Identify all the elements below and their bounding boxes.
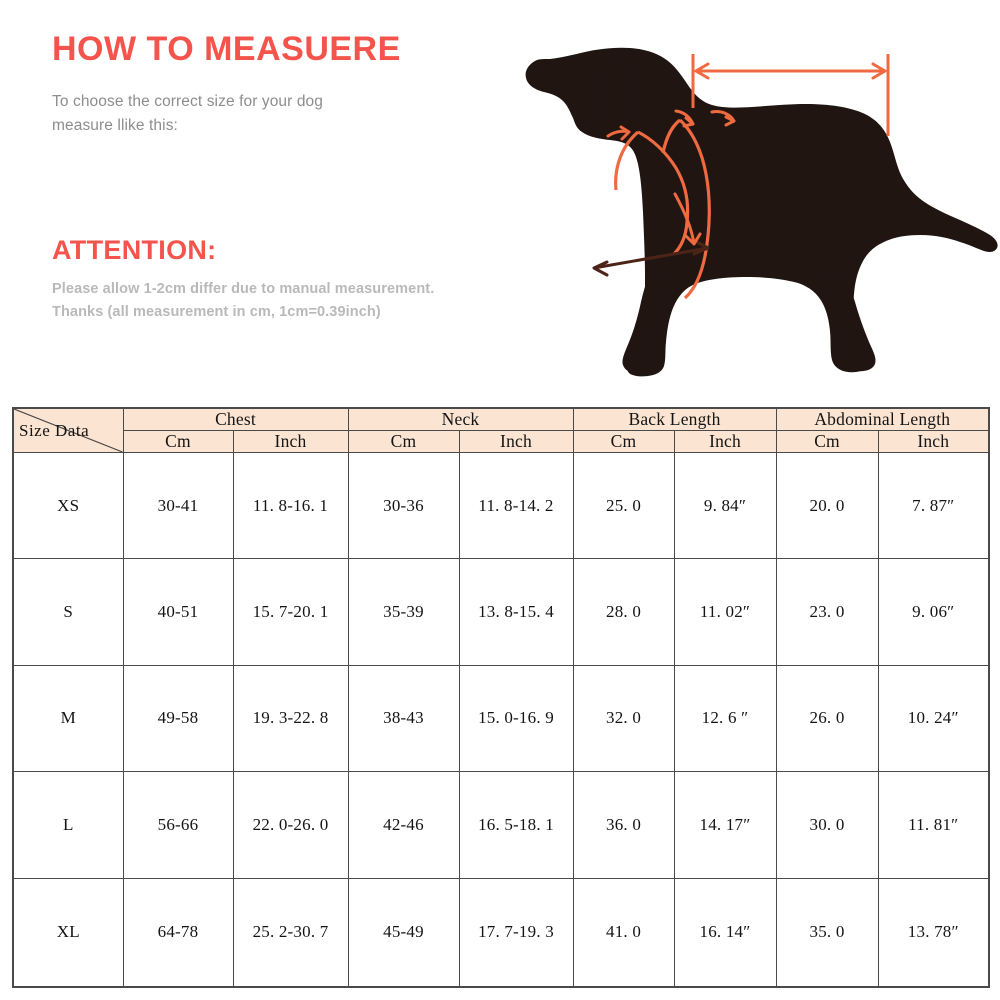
- cell-back-inch: 9. 84″: [673, 451, 777, 560]
- attention-line-2: Thanks (all measurement in cm, 1cm=0.39i…: [52, 304, 381, 321]
- unit-header-back-inch: Inch: [673, 430, 777, 453]
- table-header: Size Data Chest Neck Back Length Abdomin…: [12, 407, 991, 453]
- group-header-chest: Chest: [122, 407, 349, 431]
- cell-chest-inch: 11. 8-16. 1: [232, 451, 349, 560]
- unit-header-neck-inch: Inch: [458, 430, 574, 453]
- intro-subtitle-line2: measure llike this:: [52, 116, 178, 134]
- group-header-neck: Neck: [347, 407, 574, 431]
- table-row: M 49-58 19. 3-22. 8 38-43 15. 0-16. 9 32…: [12, 664, 991, 773]
- cell-abdomen-cm: 26. 0: [775, 664, 879, 773]
- unit-header-chest-inch: Inch: [232, 430, 349, 453]
- cell-back-cm: 36. 0: [572, 771, 675, 879]
- cell-back-inch: 14. 17″: [673, 771, 777, 879]
- cell-size: M: [12, 664, 124, 773]
- attention-title: ATTENTION:: [52, 235, 217, 265]
- cell-neck-inch: 13. 8-15. 4: [458, 558, 574, 666]
- size-chart-table: Size Data Chest Neck Back Length Abdomin…: [12, 407, 991, 988]
- unit-header-back-cm: Cm: [572, 430, 675, 453]
- cell-chest-inch: 22. 0-26. 0: [232, 771, 349, 879]
- neck-measure-loop: [614, 130, 690, 256]
- attention-block: ATTENTION: Please allow 1-2cm differ due…: [52, 235, 492, 325]
- cell-neck-cm: 42-46: [347, 771, 460, 879]
- dog-silhouette-icon: [525, 47, 998, 377]
- table-row: XL 64-78 25. 2-30. 7 45-49 17. 7-19. 3 4…: [12, 877, 991, 988]
- abdomen-length-measure: [592, 239, 710, 277]
- intro-text-block: HOW TO MEASUERE To choose the correct si…: [52, 30, 482, 138]
- cell-abdomen-inch: 13. 78″: [877, 877, 991, 988]
- cell-neck-inch: 11. 8-14. 2: [458, 451, 574, 560]
- attention-body: Please allow 1-2cm differ due to manual …: [52, 278, 482, 325]
- cell-back-cm: 28. 0: [572, 558, 675, 666]
- cell-neck-cm: 38-43: [347, 664, 460, 773]
- cell-neck-inch: 17. 7-19. 3: [458, 877, 574, 988]
- unit-header-abdomen-inch: Inch: [877, 430, 991, 453]
- dog-measurement-diagram: Back Length Chest Neck Abdomen Length: [490, 8, 1000, 398]
- cell-chest-cm: 56-66: [122, 771, 234, 879]
- chest-arrow-icon-2: [710, 110, 736, 127]
- cell-neck-cm: 35-39: [347, 558, 460, 666]
- corner-label: Size Data: [19, 420, 90, 440]
- cell-back-cm: 32. 0: [572, 664, 675, 773]
- cell-abdomen-inch: 9. 06″: [877, 558, 991, 666]
- cell-back-cm: 41. 0: [572, 877, 675, 988]
- cell-back-inch: 12. 6 ″: [673, 664, 777, 773]
- cell-size: XS: [12, 451, 124, 560]
- attention-line-1: Please allow 1-2cm differ due to manual …: [52, 281, 435, 297]
- cell-chest-cm: 64-78: [122, 877, 234, 988]
- back-length-measure: [691, 54, 890, 136]
- cell-chest-cm: 49-58: [122, 664, 234, 773]
- cell-size: L: [12, 771, 124, 879]
- intro-subtitle-line1: To choose the correct size for your dog: [52, 92, 323, 110]
- cell-back-inch: 11. 02″: [673, 558, 777, 666]
- table-body: XS 30-41 11. 8-16. 1 30-36 11. 8-14. 2 2…: [12, 451, 991, 988]
- cell-abdomen-cm: 35. 0: [775, 877, 879, 988]
- unit-header-abdomen-cm: Cm: [775, 430, 879, 453]
- group-header-abdominal-length: Abdominal Length: [775, 407, 991, 431]
- cell-abdomen-inch: 11. 81″: [877, 771, 991, 879]
- table-row: XS 30-41 11. 8-16. 1 30-36 11. 8-14. 2 2…: [12, 451, 991, 560]
- cell-back-inch: 16. 14″: [673, 877, 777, 988]
- cell-abdomen-cm: 23. 0: [775, 558, 879, 666]
- unit-header-neck-cm: Cm: [347, 430, 460, 453]
- size-table-container: Size Data Chest Neck Back Length Abdomin…: [12, 407, 991, 988]
- neck-arrow-icon: [606, 125, 631, 141]
- page-title: HOW TO MEASUERE: [52, 30, 401, 68]
- cell-chest-inch: 25. 2-30. 7: [232, 877, 349, 988]
- cell-size: XL: [12, 877, 124, 988]
- dog-diagram-svg: [525, 47, 998, 377]
- cell-neck-inch: 15. 0-16. 9: [458, 664, 574, 773]
- unit-header-chest-cm: Cm: [122, 430, 234, 453]
- diagonal-divider-icon: [14, 409, 123, 452]
- cell-abdomen-cm: 30. 0: [775, 771, 879, 879]
- cell-neck-cm: 45-49: [347, 877, 460, 988]
- cell-chest-inch: 15. 7-20. 1: [232, 558, 349, 666]
- cell-abdomen-inch: 10. 24″: [877, 664, 991, 773]
- cell-size: S: [12, 558, 124, 666]
- cell-abdomen-inch: 7. 87″: [877, 451, 991, 560]
- cell-chest-inch: 19. 3-22. 8: [232, 664, 349, 773]
- corner-size-data-cell: Size Data: [12, 407, 124, 453]
- cell-neck-cm: 30-36: [347, 451, 460, 560]
- abdomen-arrow-icon: [673, 192, 702, 246]
- cell-abdomen-cm: 20. 0: [775, 451, 879, 560]
- cell-chest-cm: 40-51: [122, 558, 234, 666]
- chest-arrow-icon: [674, 109, 695, 128]
- table-row: S 40-51 15. 7-20. 1 35-39 13. 8-15. 4 28…: [12, 558, 991, 666]
- cell-back-cm: 25. 0: [572, 451, 675, 560]
- chest-measure-loop: [661, 118, 711, 300]
- table-header-row-units: Cm Inch Cm Inch Cm Inch Cm Inch: [13, 430, 991, 453]
- table-row: L 56-66 22. 0-26. 0 42-46 16. 5-18. 1 36…: [12, 771, 991, 879]
- intro-subtitle: To choose the correct size for your dog …: [52, 90, 482, 138]
- cell-chest-cm: 30-41: [122, 451, 234, 560]
- cell-neck-inch: 16. 5-18. 1: [458, 771, 574, 879]
- group-header-back-length: Back Length: [572, 407, 777, 431]
- table-header-row-groups: Size Data Chest Neck Back Length Abdomin…: [12, 407, 991, 453]
